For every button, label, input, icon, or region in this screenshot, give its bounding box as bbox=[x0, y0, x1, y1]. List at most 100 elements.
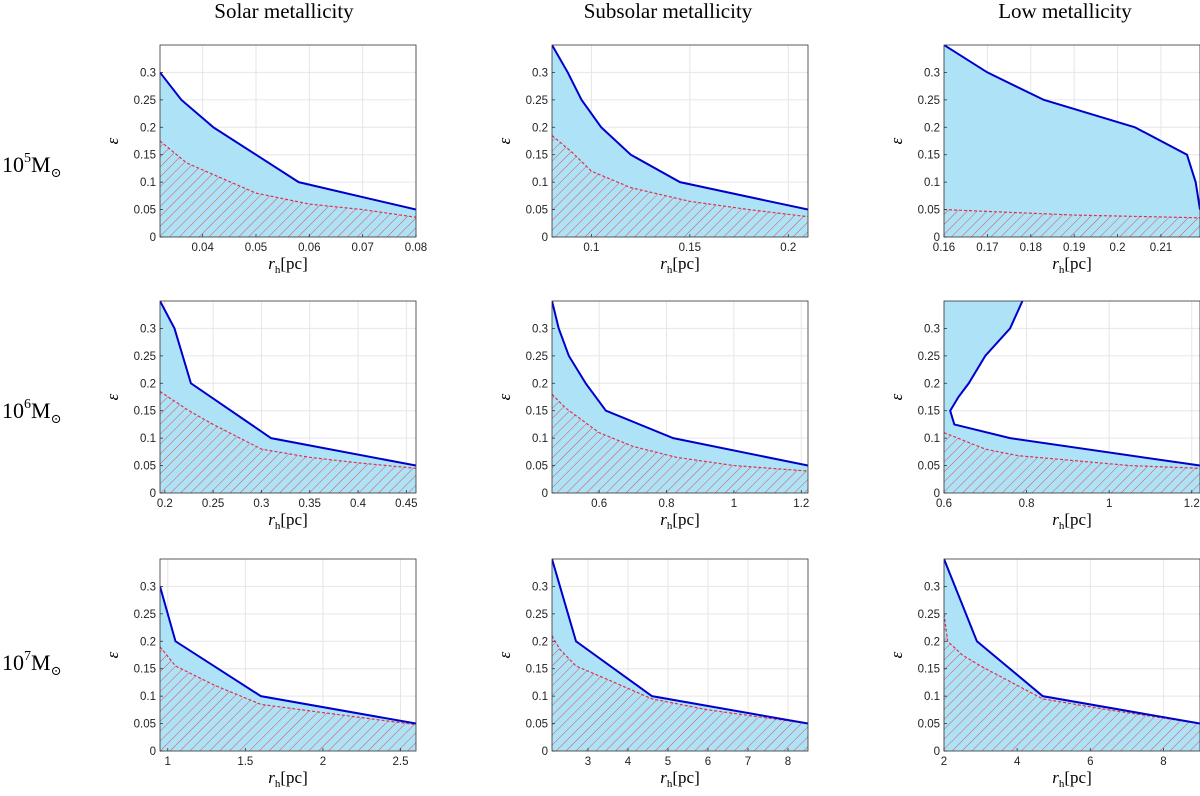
panel-r1c2: 0.1 0.15 0.2 0 0.05 0.1 0.15 0.2 0.25 0.3 rh[pc] ε bbox=[495, 44, 809, 276]
y-axis-label: ε bbox=[495, 393, 514, 400]
y-tick-label: 0.3 bbox=[140, 67, 156, 79]
axes-frame bbox=[551, 558, 809, 752]
x-tick-label: 7 bbox=[745, 756, 751, 768]
row-label-base: 10 bbox=[2, 398, 24, 423]
y-tick-label: 0.05 bbox=[918, 461, 940, 473]
x-tick-label: 0.8 bbox=[1019, 498, 1035, 510]
y-axis-label: ε bbox=[887, 651, 906, 658]
y-tick-label: 0.25 bbox=[918, 95, 940, 107]
y-tick-label: 0.05 bbox=[526, 461, 548, 473]
x-tick-label: 0.3 bbox=[253, 498, 269, 510]
x-tick-label: 0.21 bbox=[1150, 242, 1172, 254]
x-tick-label: 0.08 bbox=[405, 242, 427, 254]
y-tick-label: 0.05 bbox=[134, 205, 156, 217]
hatched-region bbox=[552, 135, 808, 237]
upper-boundary-line bbox=[160, 586, 416, 725]
feasible-region-fill bbox=[944, 301, 1200, 493]
lower-boundary-dashed-line bbox=[160, 391, 416, 469]
y-tick-label: 0.05 bbox=[526, 719, 548, 731]
y-tick-label: 0 bbox=[150, 232, 156, 244]
y-tick-label: 0.3 bbox=[532, 67, 548, 79]
row-label-exp: 6 bbox=[24, 397, 31, 412]
y-tick-label: 0.05 bbox=[918, 719, 940, 731]
y-tick-label: 0.3 bbox=[924, 581, 940, 593]
x-axis-label-unit: [pc] bbox=[280, 510, 307, 529]
y-tick-label: 0.2 bbox=[924, 378, 940, 390]
y-tick-label: 0.05 bbox=[526, 205, 548, 217]
x-axis-label-unit: [pc] bbox=[1064, 254, 1091, 273]
x-axis-label-subscript: h bbox=[275, 778, 281, 790]
hatched-region bbox=[944, 613, 1200, 751]
x-axis-label-symbol: r bbox=[268, 768, 275, 787]
x-axis-label-unit: [pc] bbox=[1064, 510, 1091, 529]
y-tick-label: 0.2 bbox=[924, 122, 940, 134]
y-tick-label: 0.25 bbox=[134, 351, 156, 363]
hatched-region bbox=[160, 646, 416, 751]
y-tick-label: 0 bbox=[934, 232, 940, 244]
y-tick-label: 0.15 bbox=[134, 150, 156, 162]
y-tick-label: 0.3 bbox=[924, 67, 940, 79]
y-tick-label: 0.25 bbox=[526, 351, 548, 363]
y-tick-label: 0.15 bbox=[918, 406, 940, 418]
panel-r1c3: 0.16 0.17 0.18 0.19 0.2 0.21 0 0.05 0.1 0.15 0.2 0.… bbox=[887, 44, 1200, 276]
y-tick-label: 0.05 bbox=[134, 461, 156, 473]
panel-r3c1: 1 1.5 2 2.5 0 0.05 0.1 0.15 0.2 0.25 0.3 rh[pc] ε bbox=[103, 558, 417, 790]
y-tick-label: 0.25 bbox=[134, 609, 156, 621]
x-axis-label-unit: [pc] bbox=[672, 510, 699, 529]
x-axis-label-unit: [pc] bbox=[672, 768, 699, 787]
y-tick-label: 0 bbox=[150, 488, 156, 500]
y-tick-label: 0.2 bbox=[532, 122, 548, 134]
y-tick-label: 0.1 bbox=[140, 177, 156, 189]
x-axis-label: rh[pc] bbox=[660, 768, 700, 790]
feasible-region-fill bbox=[944, 45, 1200, 237]
y-tick-label: 0.3 bbox=[140, 323, 156, 335]
x-tick-label: 2 bbox=[320, 756, 326, 768]
panel-r2c2: 0.6 0.8 1 1.2 0 0.05 0.1 0.15 0.2 0.25 0.3 rh[pc] ε bbox=[495, 300, 809, 532]
y-axis-label: ε bbox=[495, 137, 514, 144]
panel-r1c1: 0.04 0.05 0.06 0.07 0.08 0 0.05 0.1 0.15 0.2 0.25 0… bbox=[103, 44, 427, 276]
x-tick-label: 1.2 bbox=[1184, 498, 1200, 510]
y-tick-label: 0.25 bbox=[918, 609, 940, 621]
x-tick-label: 1 bbox=[165, 756, 171, 768]
x-tick-label: 0.1 bbox=[583, 242, 599, 254]
y-tick-label: 0.1 bbox=[532, 691, 548, 703]
x-tick-label: 3 bbox=[585, 756, 591, 768]
x-tick-label: 8 bbox=[1160, 756, 1166, 768]
upper-boundary-line bbox=[944, 559, 1200, 725]
panel-r3c3: 2 4 6 8 0 0.05 0.1 0.15 0.2 0.25 0.3 rh[pc] ε bbox=[887, 558, 1200, 790]
y-tick-label: 0.2 bbox=[140, 378, 156, 390]
row-label-unit: M bbox=[31, 152, 51, 177]
x-axis-label-symbol: r bbox=[268, 510, 275, 529]
x-tick-label: 0.2 bbox=[157, 498, 173, 510]
y-tick-label: 0 bbox=[542, 232, 548, 244]
upper-boundary-line bbox=[944, 45, 1200, 210]
axes-frame bbox=[159, 44, 417, 238]
y-tick-label: 0.15 bbox=[134, 664, 156, 676]
axes-frame bbox=[159, 300, 417, 494]
lower-boundary-dashed-line bbox=[944, 208, 1200, 219]
lower-boundary-dashed-line bbox=[160, 140, 416, 218]
row-label-exp: 7 bbox=[24, 649, 31, 664]
x-tick-label: 0.07 bbox=[351, 242, 373, 254]
x-axis-label-symbol: r bbox=[1052, 254, 1059, 273]
x-axis-label: rh[pc] bbox=[660, 254, 700, 276]
x-axis-label-subscript: h bbox=[667, 520, 673, 532]
x-tick-label: 0.18 bbox=[1020, 242, 1042, 254]
x-tick-label: 1 bbox=[1106, 498, 1112, 510]
y-tick-label: 0.1 bbox=[924, 691, 940, 703]
x-axis-label-symbol: r bbox=[660, 510, 667, 529]
lower-boundary-dashed-line bbox=[552, 135, 808, 218]
y-tick-label: 0.15 bbox=[134, 406, 156, 418]
axes-frame bbox=[943, 558, 1200, 752]
y-tick-label: 0.15 bbox=[526, 150, 548, 162]
row-label-exp: 5 bbox=[24, 151, 31, 166]
upper-boundary-line bbox=[552, 559, 808, 725]
y-tick-label: 0.1 bbox=[532, 433, 548, 445]
hatched-region bbox=[160, 391, 416, 493]
y-tick-label: 0.25 bbox=[526, 609, 548, 621]
lower-boundary-dashed-line bbox=[944, 432, 1200, 469]
y-tick-label: 0 bbox=[150, 746, 156, 758]
y-tick-label: 0.05 bbox=[134, 719, 156, 731]
x-tick-label: 5 bbox=[665, 756, 671, 768]
y-axis-label: ε bbox=[103, 137, 122, 144]
